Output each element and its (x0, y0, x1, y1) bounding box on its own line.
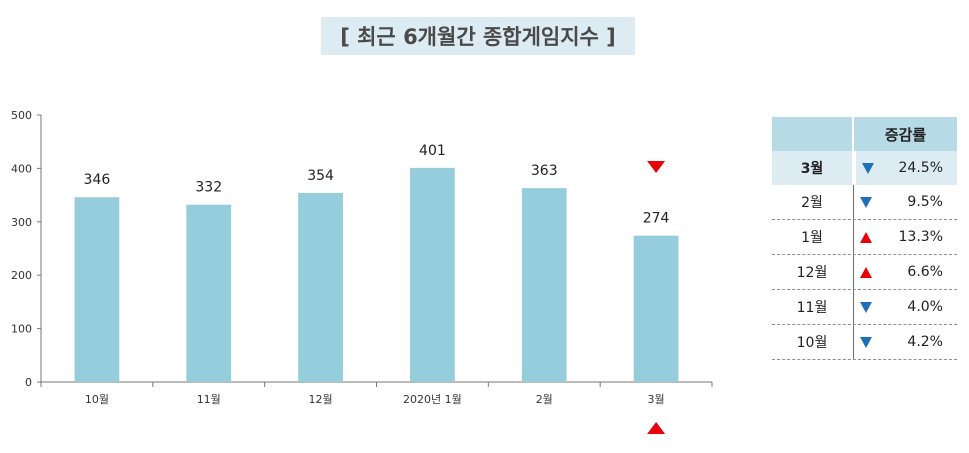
row-month: 11월 (796, 300, 828, 316)
x-tick-label: 2월 (536, 393, 553, 406)
table-row: 1월 13.3% (772, 220, 957, 255)
row-change-value: 6.6% (907, 264, 943, 280)
bar (186, 204, 232, 382)
bar-chart: 0 100 200 300 400 500 346 10월 332 11월 354 12월 401 202… (11, 109, 713, 434)
x-tick-label: 11월 (197, 393, 221, 406)
data-label: 401 (419, 143, 446, 159)
y-tick-label: 0 (25, 376, 32, 389)
y-tick-label: 100 (11, 323, 32, 336)
row-change-value: 4.0% (907, 299, 943, 315)
bar (298, 192, 343, 382)
x-tick-label: 10월 (85, 393, 109, 406)
row-month: 1월 (801, 230, 823, 246)
y-tick-label: 300 (11, 216, 32, 229)
row-month: 12월 (796, 265, 828, 281)
row-divider (852, 151, 854, 185)
y-tick-label: 200 (11, 269, 32, 282)
down-triangle-icon (860, 336, 872, 348)
row-month: 10월 (796, 335, 828, 351)
x-tick-label: 2020년 1월 (403, 393, 462, 406)
down-triangle-icon (860, 196, 872, 208)
row-change-value: 9.5% (907, 194, 943, 210)
row-month: 2월 (801, 195, 823, 211)
data-label: 346 (84, 172, 111, 188)
x-tick-label: 12월 (309, 393, 333, 406)
row-divider (853, 185, 854, 219)
change-rate-table: 증감률 3월 24.5% 2월 9.5% 1월 13.3% 12월 6.6% 11월 4.0% 10… (772, 117, 957, 360)
row-divider (853, 255, 854, 289)
down-triangle-icon (860, 301, 872, 313)
down-triangle-icon (862, 162, 874, 174)
row-divider (853, 290, 854, 324)
table-row: 3월 24.5% (772, 151, 957, 185)
row-change-value: 13.3% (898, 229, 943, 245)
bar (74, 197, 120, 382)
row-divider (853, 325, 854, 359)
table-header: 증감률 (772, 117, 957, 151)
bar (633, 235, 679, 382)
table-row: 10월 4.2% (772, 325, 957, 360)
bar (410, 167, 455, 382)
table-header-label: 증감률 (854, 117, 957, 151)
table-row: 11월 4.0% (772, 290, 957, 325)
y-tick-label: 500 (11, 109, 32, 122)
row-change-value: 4.2% (907, 334, 943, 350)
table-row: 12월 6.6% (772, 255, 957, 290)
data-label: 332 (195, 180, 222, 196)
row-divider (853, 220, 854, 254)
data-label: 354 (307, 168, 334, 184)
data-label: 274 (643, 211, 670, 227)
chart-title: [ 최근 6개월간 종합게임지수 ] (321, 17, 635, 55)
up-triangle-icon (860, 231, 872, 243)
data-label: 363 (531, 163, 558, 179)
table-row: 2월 9.5% (772, 185, 957, 220)
down-triangle-icon (647, 161, 666, 173)
bar (521, 188, 567, 382)
row-change-value: 24.5% (898, 160, 943, 176)
up-triangle-icon (860, 266, 872, 278)
x-tick-label: 3월 (648, 393, 665, 406)
row-month: 3월 (800, 161, 824, 177)
table-header-blank (772, 117, 852, 151)
up-triangle-icon (647, 422, 666, 434)
y-tick-label: 400 (11, 162, 32, 175)
